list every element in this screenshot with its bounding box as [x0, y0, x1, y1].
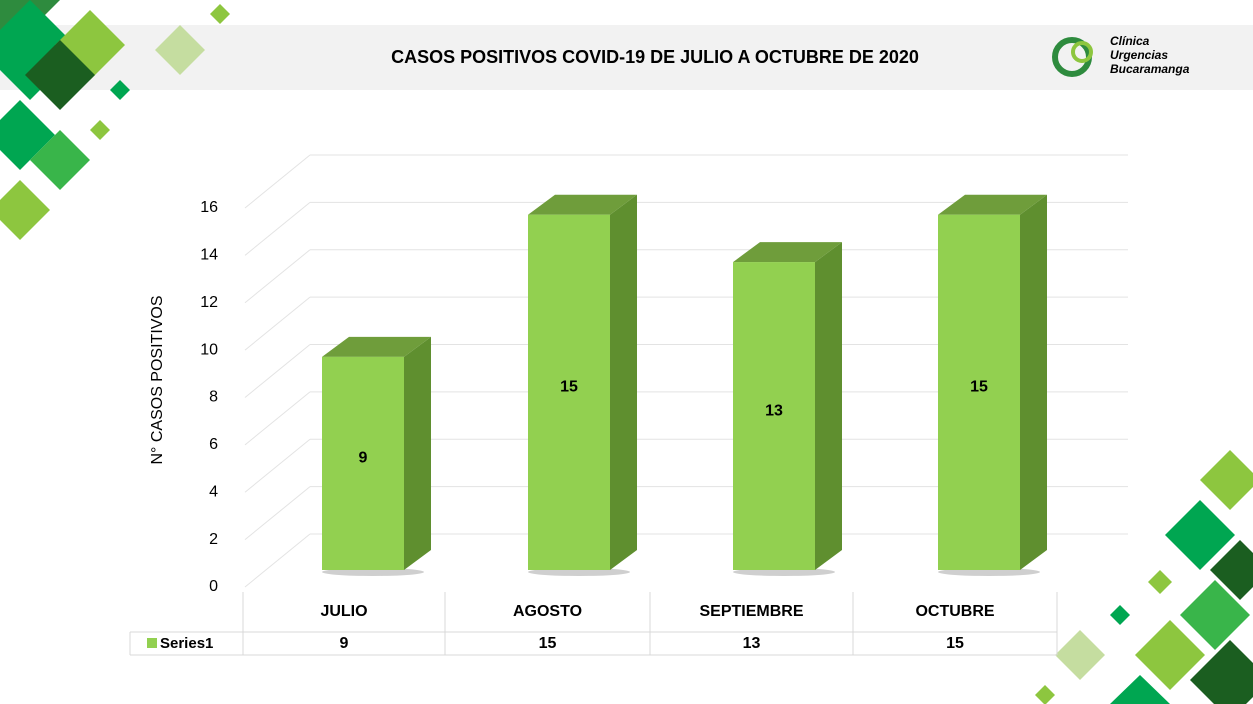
grid-line — [245, 534, 310, 587]
legend-key — [147, 638, 157, 648]
slide: CASOS POSITIVOS COVID-19 DE JULIO A OCTU… — [0, 0, 1253, 704]
page: CASOS POSITIVOS COVID-19 DE JULIO A OCTU… — [0, 0, 1253, 704]
data-label: 9 — [359, 450, 368, 467]
y-tick-label: 10 — [200, 341, 218, 358]
y-axis-title: N° CASOS POSITIVOS — [149, 295, 166, 464]
x-tick-label: AGOSTO — [513, 603, 582, 620]
data-table-border — [130, 592, 1057, 655]
logo-text: Bucaramanga — [1110, 62, 1190, 76]
bar-side — [404, 337, 431, 570]
grid-line — [245, 487, 310, 540]
chart-title: CASOS POSITIVOS COVID-19 DE JULIO A OCTU… — [391, 47, 919, 67]
y-tick-label: 0 — [209, 578, 218, 595]
y-tick-label: 14 — [200, 247, 218, 264]
grid-line — [245, 250, 310, 303]
grid-line — [245, 392, 310, 445]
y-tick-label: 6 — [209, 436, 218, 453]
logo-text: Clínica — [1110, 34, 1150, 48]
grid-line — [245, 439, 310, 492]
grid-line — [245, 202, 310, 255]
table-value: 15 — [539, 635, 557, 652]
legend-label: Series1 — [160, 635, 213, 652]
bar-side — [815, 242, 842, 570]
table-value: 13 — [743, 635, 761, 652]
y-tick-label: 2 — [209, 531, 218, 548]
x-tick-label: OCTUBRE — [915, 603, 994, 620]
y-tick-label: 16 — [200, 199, 218, 216]
x-tick-label: SEPTIEMBRE — [699, 603, 803, 620]
data-label: 15 — [970, 379, 988, 396]
bar-side — [610, 195, 637, 570]
x-tick-label: JULIO — [320, 603, 367, 620]
y-tick-label: 4 — [209, 483, 218, 500]
grid-line — [245, 297, 310, 350]
grid-line — [245, 345, 310, 398]
y-tick-label: 8 — [209, 389, 218, 406]
bar-side — [1020, 195, 1047, 570]
logo-text: Urgencias — [1110, 48, 1168, 62]
data-label: 15 — [560, 379, 578, 396]
grid-line — [245, 155, 310, 208]
table-value: 15 — [946, 635, 964, 652]
y-tick-label: 12 — [200, 294, 218, 311]
table-value: 9 — [340, 635, 349, 652]
data-label: 13 — [765, 402, 783, 419]
